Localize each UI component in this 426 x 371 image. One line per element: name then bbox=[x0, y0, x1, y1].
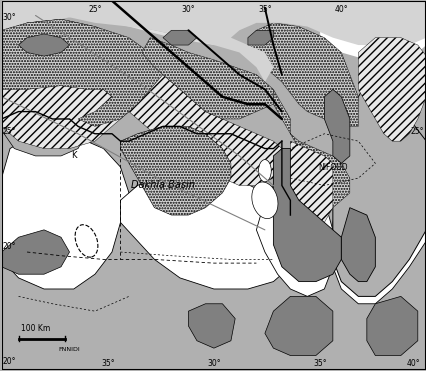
Text: 25°: 25° bbox=[3, 127, 16, 137]
Text: NIFOUD: NIFOUD bbox=[317, 162, 347, 171]
Polygon shape bbox=[366, 296, 417, 355]
Polygon shape bbox=[163, 30, 196, 45]
Text: 40°: 40° bbox=[406, 359, 419, 368]
Polygon shape bbox=[2, 19, 163, 127]
Text: 20°: 20° bbox=[3, 357, 16, 365]
Ellipse shape bbox=[75, 225, 98, 257]
Polygon shape bbox=[2, 1, 425, 82]
Text: K: K bbox=[71, 151, 76, 160]
Polygon shape bbox=[320, 1, 425, 60]
Text: FNNIDI: FNNIDI bbox=[58, 348, 80, 352]
Polygon shape bbox=[2, 19, 150, 148]
Text: 100 Km: 100 Km bbox=[21, 324, 50, 334]
Polygon shape bbox=[141, 37, 273, 119]
Polygon shape bbox=[18, 34, 69, 56]
Polygon shape bbox=[188, 304, 235, 348]
Text: 35°: 35° bbox=[101, 359, 114, 368]
Text: 30°: 30° bbox=[3, 13, 16, 22]
Ellipse shape bbox=[258, 160, 271, 182]
Polygon shape bbox=[332, 82, 425, 304]
Text: 30°: 30° bbox=[181, 6, 195, 14]
Text: 35°: 35° bbox=[257, 6, 271, 14]
Polygon shape bbox=[2, 230, 69, 274]
Polygon shape bbox=[120, 127, 230, 215]
Text: 20°: 20° bbox=[3, 242, 16, 251]
Polygon shape bbox=[95, 37, 281, 186]
Polygon shape bbox=[2, 1, 120, 30]
Text: 25°: 25° bbox=[88, 6, 101, 14]
Polygon shape bbox=[281, 141, 332, 230]
Polygon shape bbox=[248, 30, 273, 45]
Polygon shape bbox=[2, 112, 86, 156]
Polygon shape bbox=[248, 23, 357, 127]
Polygon shape bbox=[120, 171, 298, 289]
Polygon shape bbox=[324, 89, 349, 163]
Polygon shape bbox=[2, 134, 129, 289]
Polygon shape bbox=[273, 148, 340, 282]
Polygon shape bbox=[332, 75, 425, 296]
Polygon shape bbox=[273, 89, 349, 208]
Text: Dakhla Basin: Dakhla Basin bbox=[131, 181, 194, 190]
Text: 25°: 25° bbox=[409, 127, 423, 137]
Polygon shape bbox=[357, 37, 425, 141]
Text: 40°: 40° bbox=[334, 6, 347, 14]
Polygon shape bbox=[340, 208, 374, 282]
Ellipse shape bbox=[251, 182, 277, 219]
Text: 30°: 30° bbox=[207, 359, 220, 368]
Polygon shape bbox=[2, 12, 290, 89]
Polygon shape bbox=[264, 296, 332, 355]
Text: 35°: 35° bbox=[313, 359, 326, 368]
Polygon shape bbox=[256, 178, 332, 296]
